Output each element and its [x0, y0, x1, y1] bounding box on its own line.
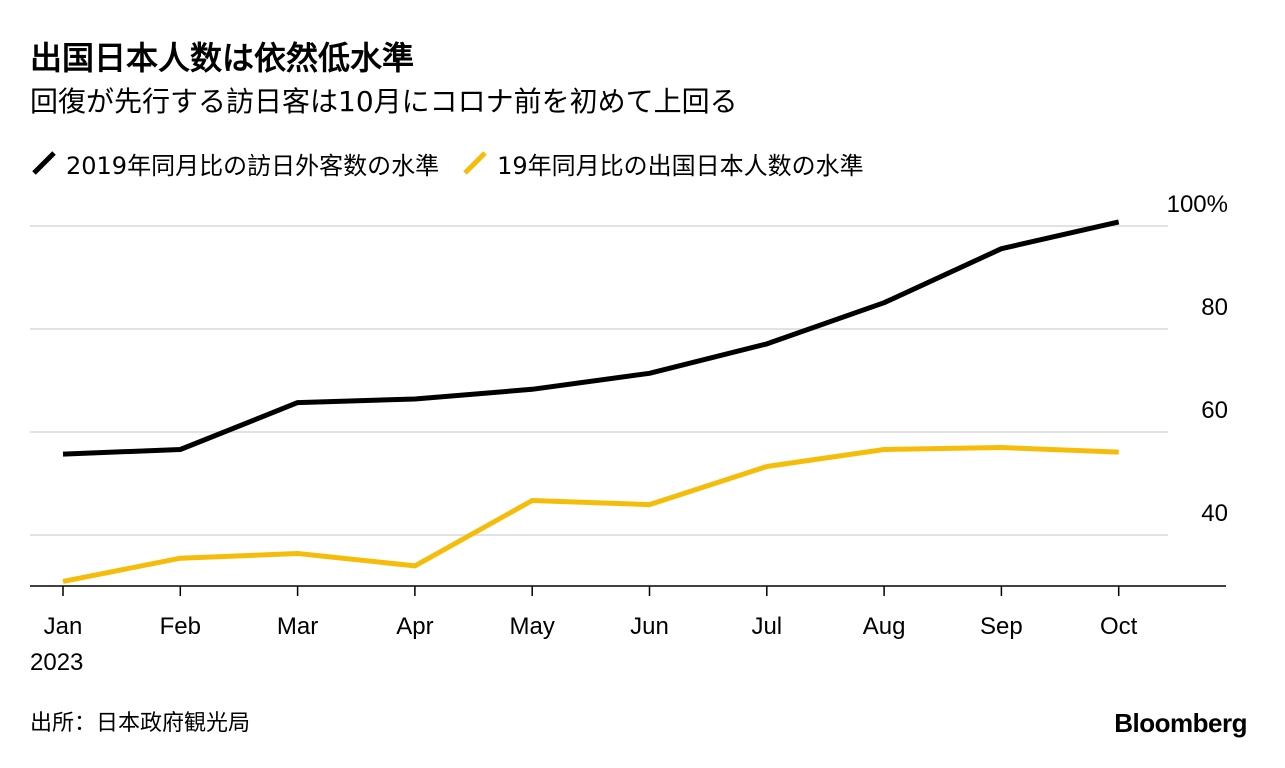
chart-title: 出国日本人数は依然低水準 — [30, 39, 415, 77]
legend-label-outbound: 19年同月比の出国日本人数の水準 — [497, 151, 864, 180]
chart-subtitle: 回復が先行する訪日客は10月にコロナ前を初めて上回る — [30, 85, 738, 118]
source-note: 出所：日本政府観光局 — [30, 711, 251, 736]
legend: 2019年同月比の訪日外客数の水準 19年同月比の出国日本人数の水準 — [30, 146, 886, 180]
legend-label-visitors: 2019年同月比の訪日外客数の水準 — [66, 151, 440, 180]
series-line-visitors — [62, 219, 1120, 457]
x-tick-label-jul: Jul — [751, 613, 782, 640]
y-tick-label-40: 40 — [1201, 500, 1228, 527]
x-tick-label-sep: Sep — [980, 613, 1023, 640]
x-axis: Jan Feb Mar Apr May Jun Jul Aug Sep Oct 2023 — [30, 585, 1226, 676]
legend-item-visitors: 2019年同月比の訪日外客数の水準 — [30, 146, 439, 181]
x-tick-label-may: May — [510, 613, 555, 640]
legend-swatch-outbound — [463, 151, 487, 175]
bloomberg-logo: Bloomberg — [1114, 708, 1247, 738]
x-year-label: 2023 — [30, 649, 83, 676]
y-tick-label-60: 60 — [1201, 397, 1228, 424]
x-tick-label-aug: Aug — [863, 613, 906, 640]
y-tick-label-100: 100% — [1167, 191, 1228, 218]
line-chart: 100% 80 60 40 Jan Feb Mar Apr May Jun Jul Aug Sep Oc… — [30, 191, 1228, 676]
series-lines — [62, 219, 1120, 584]
x-tick-label-mar: Mar — [277, 613, 318, 640]
x-tick-label-oct: Oct — [1100, 613, 1138, 640]
x-tick-label-apr: Apr — [396, 613, 433, 640]
x-tick-label-jan: Jan — [44, 613, 83, 640]
x-tick-label-jun: Jun — [630, 613, 669, 640]
legend-swatch-visitors — [32, 151, 56, 175]
y-axis-labels: 100% 80 60 40 — [1167, 191, 1228, 527]
y-tick-label-80: 80 — [1201, 294, 1228, 321]
legend-item-outbound: 19年同月比の出国日本人数の水準 — [461, 146, 864, 181]
series-line-outbound — [62, 445, 1119, 584]
x-tick-label-feb: Feb — [160, 613, 201, 640]
